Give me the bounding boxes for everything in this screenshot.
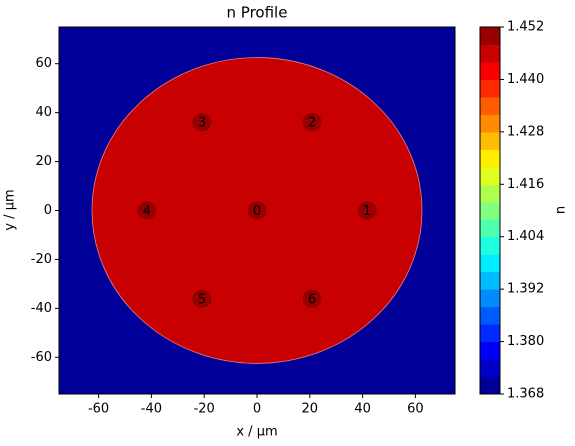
colorbar-tick-label: 1.380 [507, 334, 544, 349]
colorbar-band [480, 306, 500, 325]
colorbar-band [480, 341, 500, 360]
core-region [137, 201, 157, 220]
colorbar-band [480, 114, 500, 133]
x-tick-label: 20 [302, 402, 319, 417]
y-tick-label: -60 [31, 350, 52, 365]
core-label: 1 [363, 204, 371, 219]
colorbar-band [480, 219, 500, 238]
colorbar-tick-label: 1.368 [507, 387, 544, 402]
colorbar-tick-label: 1.428 [507, 124, 544, 139]
colorbar-band [480, 61, 500, 80]
core-region [192, 290, 212, 308]
colorbar-tick-label: 1.404 [507, 229, 544, 244]
core-label: 5 [198, 292, 206, 307]
x-tick-label: 0 [253, 402, 261, 417]
chart-title: n Profile [227, 4, 288, 22]
y-tick-label: 60 [35, 56, 52, 71]
core-label: 2 [308, 116, 316, 131]
colorbar-band [480, 254, 500, 273]
colorbar-tick-label: 1.452 [507, 20, 544, 35]
y-tick-label: 40 [35, 105, 52, 120]
colorbar-band [480, 201, 500, 220]
colorbar-band [480, 289, 500, 308]
x-tick-label: 40 [354, 402, 371, 417]
colorbar-tick-label: 1.392 [507, 282, 544, 297]
y-tick-label: 20 [35, 154, 52, 169]
x-tick-label: -20 [194, 402, 215, 417]
colorbar-band [480, 376, 500, 395]
colorbar-band [480, 149, 500, 168]
x-axis-label: x / µm [236, 425, 277, 440]
colorbar-band [480, 79, 500, 98]
colorbar-tick-label: 1.440 [507, 72, 544, 87]
x-tick-label: -60 [88, 402, 109, 417]
colorbar-band [480, 324, 500, 343]
colorbar-band [480, 359, 500, 378]
colorbar-tick-label: 1.416 [507, 177, 544, 192]
y-tick-label: -40 [31, 301, 52, 316]
colorbar-band [480, 96, 500, 115]
colorbar-frame [479, 26, 501, 395]
x-tick-label: 60 [407, 402, 424, 417]
colorbar-label: n [554, 206, 569, 214]
core-label: 0 [253, 204, 261, 219]
y-axis-label: y / µm [3, 189, 18, 230]
colorbar-band [480, 131, 500, 150]
colorbar-band [480, 44, 500, 63]
y-tick-label: -20 [31, 252, 52, 267]
core-label: 4 [143, 204, 151, 219]
core-region [357, 201, 377, 220]
core-label: 6 [308, 292, 316, 307]
colorbar-band [480, 271, 500, 290]
colorbar-band [480, 27, 500, 45]
core-region [302, 290, 322, 308]
colorbar-band [480, 166, 500, 185]
core-region [247, 201, 267, 220]
core-region [192, 113, 212, 131]
colorbar-band [480, 236, 500, 255]
y-tick-label: 0 [44, 203, 52, 218]
colorbar-band [480, 184, 500, 203]
x-tick-label: -40 [141, 402, 162, 417]
core-region [302, 113, 322, 131]
core-label: 3 [198, 116, 206, 131]
